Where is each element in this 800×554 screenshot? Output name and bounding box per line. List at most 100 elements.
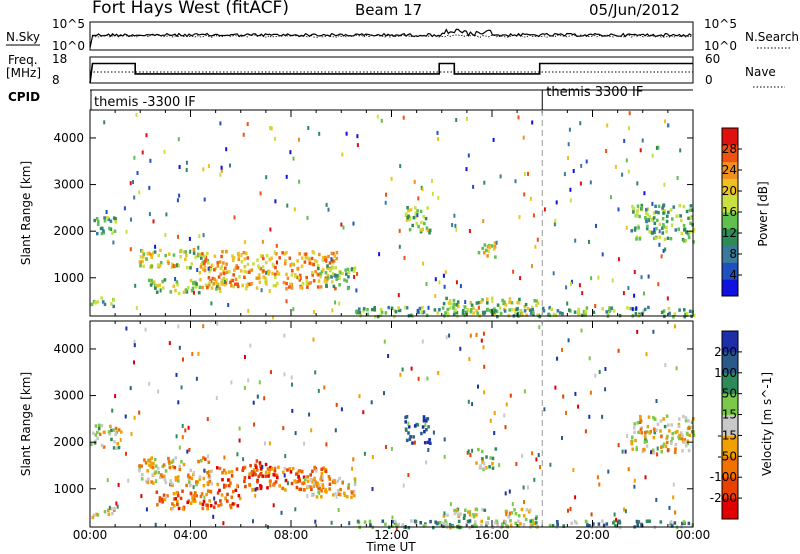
- power-cell: [175, 280, 179, 284]
- noise-sky-trace: [89, 28, 692, 49]
- velocity-cell: [148, 463, 151, 467]
- power-cell: [335, 256, 339, 261]
- power-cell: [220, 282, 223, 286]
- power-cell: [548, 306, 551, 310]
- power-cell: [461, 311, 465, 315]
- power-cell: [102, 229, 105, 233]
- power-cell: [477, 251, 481, 255]
- power-cell: [443, 284, 446, 289]
- power-cell: [284, 259, 287, 263]
- velocity-cell: [198, 477, 202, 481]
- time-tick-label: 04:00: [173, 528, 208, 542]
- power-cell: [637, 226, 640, 230]
- velocity-cell: [150, 456, 153, 460]
- velocity-cell: [158, 496, 162, 500]
- power-cell: [467, 153, 470, 158]
- velocity-cell: [641, 449, 645, 454]
- velocity-cell: [168, 341, 171, 346]
- power-cell: [214, 266, 218, 271]
- power-cell: [187, 286, 190, 290]
- velocity-cell: [102, 445, 106, 449]
- velocity-cell: [238, 426, 241, 431]
- power-cell: [172, 253, 176, 257]
- power-cell: [422, 215, 425, 219]
- velocity-cell: [216, 482, 219, 487]
- velocity-cell: [215, 396, 218, 401]
- velocity-cell: [457, 519, 461, 524]
- power-cell: [426, 206, 429, 210]
- velocity-cell: [477, 384, 479, 389]
- power-cell: [250, 282, 253, 286]
- power-cell: [380, 310, 384, 315]
- velocity-cell: [313, 476, 316, 481]
- power-cell: [318, 131, 321, 136]
- power-cell: [333, 254, 337, 258]
- power-cell: [416, 213, 419, 218]
- velocity-cell: [612, 521, 615, 525]
- power-cell: [114, 217, 117, 221]
- power-cell: [334, 266, 337, 270]
- velocity-cell: [371, 487, 374, 491]
- power-cell: [672, 205, 676, 209]
- power-cell: [483, 310, 487, 314]
- power-cell: [341, 152, 344, 157]
- velocity-cell: [266, 486, 269, 490]
- velocity-cell: [453, 508, 456, 513]
- power-cell: [192, 290, 195, 295]
- power-cell: [241, 283, 244, 288]
- velocity-cell: [391, 520, 395, 524]
- power-cell: [683, 227, 687, 231]
- velocity-cell: [667, 423, 670, 427]
- velocity-cell: [309, 478, 313, 482]
- velocity-cell: [471, 448, 474, 453]
- velocity-cell: [284, 454, 287, 459]
- power-cell: [99, 226, 103, 231]
- velocity-cell: [278, 484, 281, 488]
- power-cell: [289, 263, 292, 268]
- velocity-cell: [562, 524, 566, 528]
- power-cell: [242, 132, 245, 137]
- power-cell: [437, 195, 440, 200]
- power-cell: [134, 283, 137, 288]
- power-cell: [178, 165, 181, 169]
- velocity-cell: [690, 420, 694, 424]
- velocity-cell: [133, 360, 135, 365]
- velocity-cell: [248, 472, 251, 476]
- power-cell: [222, 261, 225, 265]
- power-cell: [662, 309, 666, 313]
- power-cell: [335, 277, 338, 281]
- power-cell: [282, 280, 286, 285]
- power-cell: [408, 215, 412, 220]
- velocity-cell: [100, 443, 104, 448]
- power-cell: [354, 310, 358, 314]
- velocity-cell: [631, 435, 634, 439]
- velocity-cell: [445, 335, 448, 340]
- power-cell: [207, 276, 211, 280]
- velocity-cell: [422, 415, 426, 419]
- power-cell: [292, 307, 295, 312]
- power-cell: [657, 282, 660, 287]
- power-cell: [577, 307, 581, 312]
- velocity-cell: [177, 475, 180, 479]
- velocity-cell: [481, 508, 484, 512]
- velocity-cell: [289, 470, 293, 474]
- velocity-cell: [229, 505, 233, 510]
- velocity-cell: [283, 466, 287, 471]
- power-cell: [139, 260, 143, 264]
- velocity-cell: [471, 524, 474, 529]
- power-cell: [552, 312, 556, 317]
- power-cell: [597, 275, 600, 280]
- power-cell: [149, 253, 153, 257]
- colorbar-tick-label: 20: [722, 184, 737, 198]
- power-cell: [248, 270, 251, 274]
- velocity-cell: [150, 480, 153, 484]
- power-cell: [250, 268, 254, 272]
- velocity-cell: [296, 479, 300, 484]
- velocity-cell: [483, 508, 487, 512]
- power-cell: [644, 211, 648, 215]
- power-cell: [154, 244, 157, 249]
- velocity-cell: [175, 490, 179, 495]
- power-cell: [142, 255, 145, 259]
- power-cell: [206, 285, 209, 290]
- power-cell: [324, 271, 328, 275]
